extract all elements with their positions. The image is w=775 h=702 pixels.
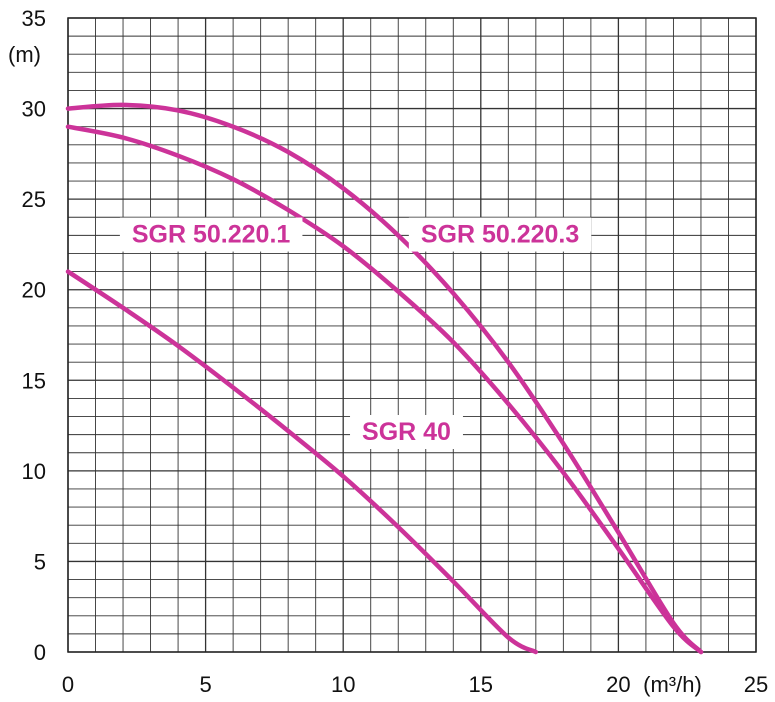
series-label-text: SGR 50.220.3 bbox=[421, 221, 579, 249]
series-label: SGR 40 bbox=[350, 415, 463, 450]
series-labels: SGR 50.220.3 SGR 50.220.1 SGR 40 bbox=[119, 217, 592, 450]
x-tick-label: 20 bbox=[606, 672, 630, 697]
series-curves bbox=[65, 102, 704, 655]
series-line bbox=[65, 102, 704, 655]
series-label-text: SGR 40 bbox=[362, 418, 451, 446]
y-tick-label: 5 bbox=[34, 549, 46, 574]
x-tick-label: 0 bbox=[62, 672, 74, 697]
y-tick-label: 25 bbox=[22, 187, 46, 212]
x-axis-unit-label: (m³/h) bbox=[643, 672, 702, 697]
series-label-background bbox=[119, 217, 303, 252]
series-label: SGR 50.220.3 bbox=[408, 217, 592, 252]
series-label: SGR 50.220.1 bbox=[119, 217, 303, 252]
y-tick-label: 30 bbox=[22, 97, 46, 122]
series-label-background bbox=[350, 415, 463, 450]
x-tick-label: 15 bbox=[469, 672, 493, 697]
x-tick-label: 25 bbox=[744, 672, 768, 697]
series-line bbox=[65, 124, 704, 655]
x-tick-labels: 0 5 10 15 20 25 bbox=[62, 672, 768, 697]
series-line bbox=[65, 269, 539, 655]
y-tick-label: 15 bbox=[22, 368, 46, 393]
grid bbox=[67, 17, 757, 653]
plot-frame bbox=[67, 17, 757, 653]
x-tick-label: 10 bbox=[331, 672, 355, 697]
y-tick-label: 35 bbox=[22, 6, 46, 31]
y-axis-unit-label: (m) bbox=[8, 42, 41, 67]
y-tick-label: 20 bbox=[22, 278, 46, 303]
y-tick-label: 10 bbox=[22, 459, 46, 484]
y-tick-labels: 0 5 10 15 20 25 30 35 bbox=[22, 6, 46, 665]
x-tick-label: 5 bbox=[199, 672, 211, 697]
series-label-background bbox=[408, 217, 592, 252]
y-tick-label: 0 bbox=[34, 640, 46, 665]
series-label-text: SGR 50.220.1 bbox=[132, 221, 291, 249]
